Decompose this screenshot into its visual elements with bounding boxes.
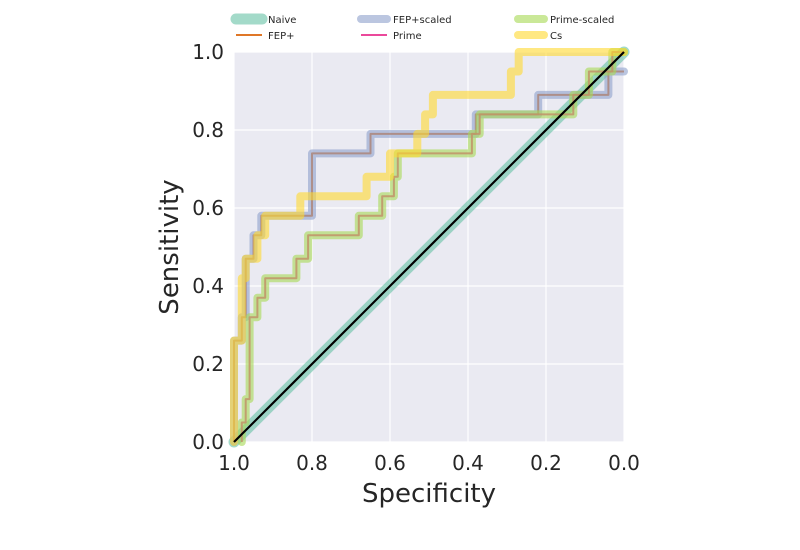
legend-item-fep-: FEP+ (236, 31, 294, 42)
legend-label: Cs (550, 31, 562, 42)
x-tick-label: 0.4 (452, 451, 484, 475)
x-tick-label: 0.8 (296, 451, 328, 475)
y-tick-labels: 0.0 0.2 0.4 0.6 0.8 1.0 (192, 40, 224, 454)
x-axis-label: Specificity (362, 479, 496, 509)
legend-label: FEP+ (268, 31, 294, 42)
x-tick-label: 0.0 (608, 451, 640, 475)
legend-item-fep-scaled: FEP+scaled (357, 15, 452, 26)
series-line-cs (230, 48, 628, 446)
y-tick-label: 0.4 (192, 274, 224, 298)
legend-item-prime-scaled: Prime-scaled (514, 15, 614, 26)
x-tick-label: 0.2 (530, 451, 562, 475)
legend-label: Prime-scaled (550, 15, 614, 26)
series-line-reference (233, 51, 625, 443)
series-layer (228, 46, 630, 448)
legend-label: FEP+scaled (393, 15, 452, 26)
y-tick-label: 1.0 (192, 40, 224, 64)
x-tick-label: 1.0 (218, 451, 250, 475)
legend-item-prime: Prime (361, 31, 422, 42)
y-tick-label: 0.0 (192, 430, 224, 454)
x-tick-labels: 1.0 0.8 0.6 0.4 0.2 0.0 (218, 451, 640, 475)
x-tick-label: 0.6 (374, 451, 406, 475)
y-tick-label: 0.6 (192, 196, 224, 220)
legend: Naive FEP+ FEP+scaled Prime Prime-scaled Cs (230, 13, 614, 42)
y-tick-label: 0.8 (192, 118, 224, 142)
legend-label: Naive (268, 15, 296, 26)
y-tick-label: 0.2 (192, 352, 224, 376)
y-axis-label: Sensitivity (155, 179, 185, 314)
legend-item-cs: Cs (514, 31, 562, 42)
legend-label: Prime (393, 31, 422, 42)
legend-item-naive: Naive (230, 13, 296, 26)
